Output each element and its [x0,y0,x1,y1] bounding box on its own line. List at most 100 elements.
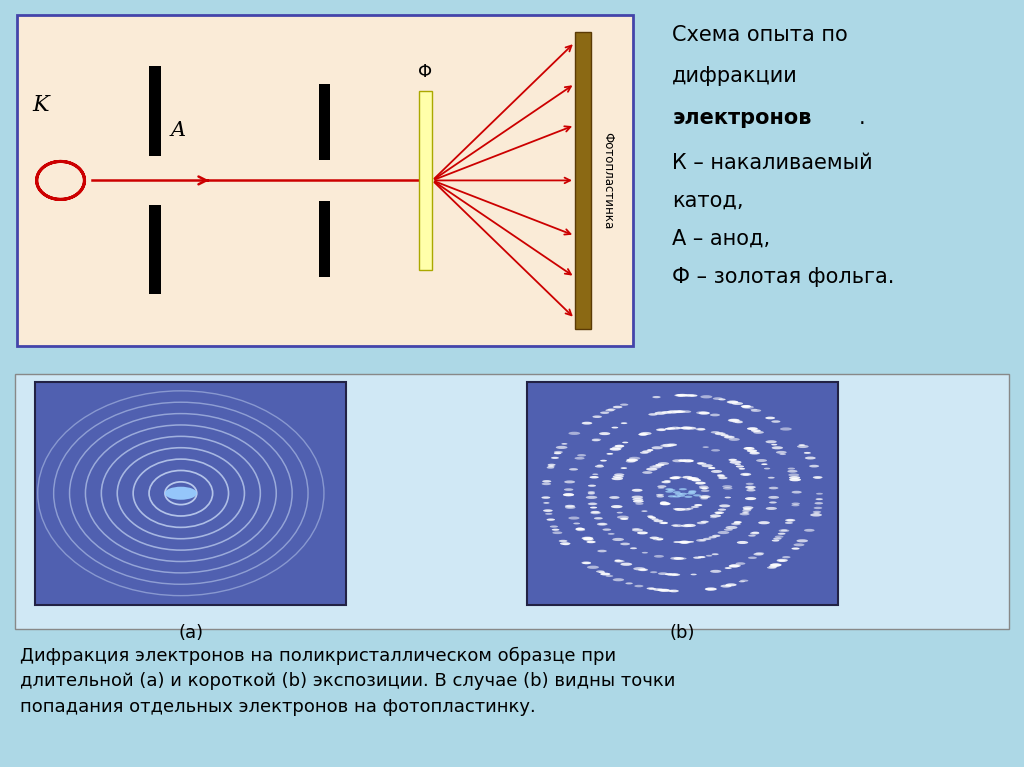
Circle shape [569,468,578,471]
Circle shape [785,518,796,522]
Circle shape [599,571,605,573]
Circle shape [658,572,668,575]
Text: K: K [33,94,49,117]
Circle shape [614,560,625,563]
Circle shape [656,494,664,496]
Circle shape [642,450,651,453]
Circle shape [737,541,749,544]
Circle shape [750,532,760,535]
Circle shape [605,575,613,577]
Circle shape [724,436,735,439]
Circle shape [734,522,741,523]
Circle shape [709,536,717,538]
Text: Фотопластинка: Фотопластинка [601,132,614,229]
Circle shape [715,512,724,514]
Circle shape [632,495,643,499]
Circle shape [621,563,632,566]
Circle shape [756,459,767,462]
Circle shape [792,502,800,505]
Circle shape [695,428,706,430]
Circle shape [662,481,671,483]
Circle shape [694,504,702,506]
Circle shape [588,502,597,505]
Circle shape [729,460,741,464]
Circle shape [780,427,792,430]
Circle shape [607,533,614,535]
Circle shape [672,574,680,576]
Circle shape [667,427,676,430]
Circle shape [547,518,555,521]
Circle shape [742,511,750,513]
Circle shape [742,506,754,509]
Circle shape [729,419,739,422]
Circle shape [656,538,664,540]
Circle shape [684,524,696,527]
Circle shape [706,555,713,557]
Circle shape [809,465,819,468]
Circle shape [670,426,681,430]
Ellipse shape [165,487,197,500]
Circle shape [556,446,567,449]
Circle shape [543,509,553,512]
Circle shape [713,397,723,400]
Circle shape [660,589,670,591]
Circle shape [787,468,795,469]
Bar [574,32,591,329]
Circle shape [721,434,729,436]
Circle shape [683,394,691,397]
Circle shape [784,522,793,524]
FancyBboxPatch shape [15,374,1009,629]
Circle shape [667,573,679,576]
Circle shape [587,565,599,569]
Circle shape [612,538,624,541]
Circle shape [754,553,764,555]
Circle shape [729,419,737,421]
Circle shape [660,502,668,504]
Circle shape [658,522,668,524]
Circle shape [745,482,754,485]
Circle shape [769,565,777,568]
Circle shape [700,395,713,398]
Circle shape [542,480,551,482]
Bar [419,91,432,270]
Circle shape [696,539,707,542]
Circle shape [554,453,561,454]
Circle shape [642,551,648,554]
Circle shape [770,563,781,566]
Circle shape [666,491,674,492]
Circle shape [650,517,656,519]
Circle shape [696,411,707,414]
Circle shape [600,573,610,575]
Circle shape [787,470,798,472]
Circle shape [597,523,607,525]
Circle shape [626,582,633,584]
Circle shape [670,574,677,575]
Circle shape [732,420,742,423]
Circle shape [700,495,710,498]
Circle shape [778,529,790,532]
Circle shape [719,505,730,508]
Circle shape [648,516,656,518]
Circle shape [621,542,630,545]
Circle shape [786,519,794,522]
Circle shape [702,446,709,448]
Circle shape [646,588,654,590]
Circle shape [649,588,656,590]
Bar [35,382,346,604]
Circle shape [552,532,562,534]
Circle shape [687,508,693,509]
Circle shape [708,467,716,469]
Circle shape [673,525,683,527]
Circle shape [544,502,550,504]
Circle shape [568,432,581,435]
Circle shape [660,502,668,503]
Circle shape [657,589,666,591]
Circle shape [751,410,761,412]
Circle shape [742,509,751,512]
Circle shape [647,449,653,451]
Circle shape [654,412,666,415]
Circle shape [715,433,726,435]
Text: электронов: электронов [672,108,812,128]
Circle shape [776,559,787,562]
Circle shape [559,540,567,542]
